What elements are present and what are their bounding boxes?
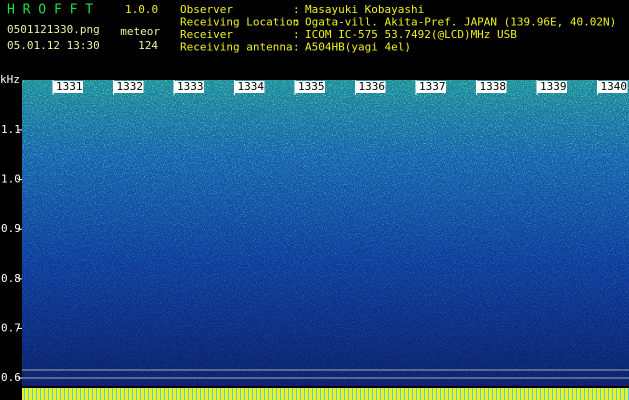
file-name: 0501121330.png (7, 23, 100, 36)
signal-bar (22, 388, 629, 400)
info-sep: : (293, 16, 300, 29)
freq-tick-label: 1.0 (1, 173, 21, 186)
freq-tick-label: 0.7 (1, 321, 21, 334)
time-tick-label: 1334 (238, 80, 265, 93)
time-tick-label: 1336 (359, 80, 386, 93)
info-value: Ogata-vill. Akita-Pref. JAPAN (139.96E, … (305, 16, 616, 29)
time-tick-bg (53, 81, 83, 93)
time-tick-label: 1339 (540, 80, 567, 93)
info-value: Masayuki Kobayashi (305, 3, 424, 16)
time-tick-bg (476, 81, 507, 93)
info-label: Observer (180, 3, 233, 16)
count: 124 (138, 39, 158, 52)
time-tick-label: 1333 (177, 80, 204, 93)
info-sep: : (293, 41, 300, 54)
datetime: 05.01.12 13:30 (7, 39, 100, 52)
mode: meteor (120, 25, 160, 38)
freq-tick-label: 0.9 (1, 222, 21, 235)
time-tick-bg (295, 81, 325, 93)
version: 1.0.0 (125, 3, 158, 16)
freq-tick-label: 0.6 (1, 371, 21, 384)
time-tick-label: 1340 (601, 80, 628, 93)
time-tick-label: 1338 (480, 80, 507, 93)
app-name: H R O F F T (7, 3, 93, 18)
time-tick-bg (597, 81, 628, 93)
freq-tick-label: 0.8 (1, 272, 21, 285)
info-label: Receiving Location (180, 16, 299, 29)
time-tick-label: 1332 (117, 80, 144, 93)
info-label: Receiver (180, 28, 233, 41)
time-tick-bg (537, 81, 567, 93)
info-label: Receiving antenna (180, 41, 293, 54)
freq-tick-label: 1.1 (1, 123, 21, 136)
time-tick-label: 1335 (298, 80, 325, 93)
time-tick-bg (174, 81, 204, 93)
time-tick-bg (416, 81, 446, 93)
info-sep: : (293, 3, 300, 16)
info-sep: : (293, 28, 300, 41)
time-tick-label: 1337 (419, 80, 446, 93)
time-tick-bg (113, 81, 144, 93)
time-tick-bg (355, 81, 386, 93)
info-value: ICOM IC-575 53.7492(@LCD)MHz USB (305, 28, 517, 41)
spectrogram-noise (22, 80, 629, 386)
info-value: A504HB(yagi 4el) (305, 41, 411, 54)
y-unit: kHz (0, 73, 20, 86)
time-tick-label: 1331 (56, 80, 83, 93)
time-tick-bg (234, 81, 265, 93)
